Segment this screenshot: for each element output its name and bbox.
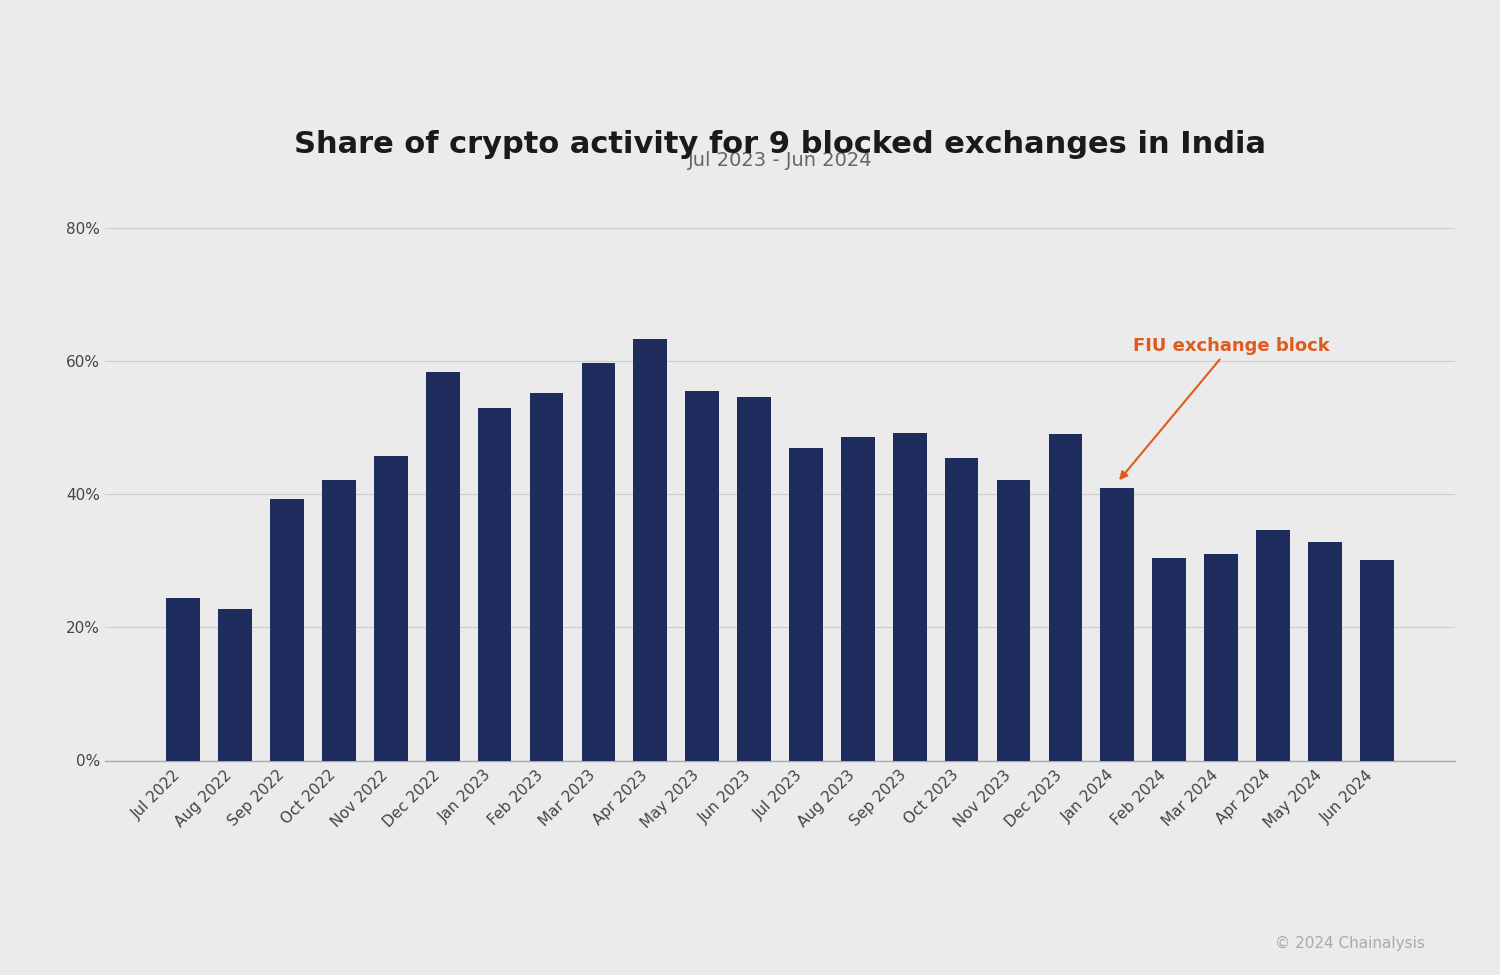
Bar (219, 608, 252, 760)
Bar (945, 458, 978, 760)
Text: Jul 2023 - Jun 2024: Jul 2023 - Jun 2024 (687, 150, 873, 170)
Text: FIU exchange block: FIU exchange block (1120, 336, 1329, 479)
Bar (270, 499, 304, 760)
Bar (892, 433, 927, 760)
Title: Share of crypto activity for 9 blocked exchanges in India: Share of crypto activity for 9 blocked e… (294, 131, 1266, 159)
Bar (322, 481, 356, 760)
Bar (686, 391, 718, 760)
Bar (1308, 542, 1341, 760)
Bar (166, 599, 200, 760)
Bar (1048, 434, 1083, 760)
Bar (582, 364, 615, 760)
Bar (1152, 558, 1186, 760)
Bar (1256, 529, 1290, 760)
Bar (736, 397, 771, 760)
Bar (374, 455, 408, 760)
Bar (426, 372, 459, 760)
Bar (789, 448, 824, 760)
Bar (1204, 554, 1237, 760)
Bar (996, 481, 1030, 760)
Bar (1360, 560, 1394, 760)
Bar (633, 339, 668, 760)
Bar (530, 393, 564, 760)
Text: © 2024 Chainalysis: © 2024 Chainalysis (1275, 936, 1425, 951)
Bar (477, 408, 512, 760)
Bar (1101, 488, 1134, 760)
Bar (842, 437, 874, 760)
